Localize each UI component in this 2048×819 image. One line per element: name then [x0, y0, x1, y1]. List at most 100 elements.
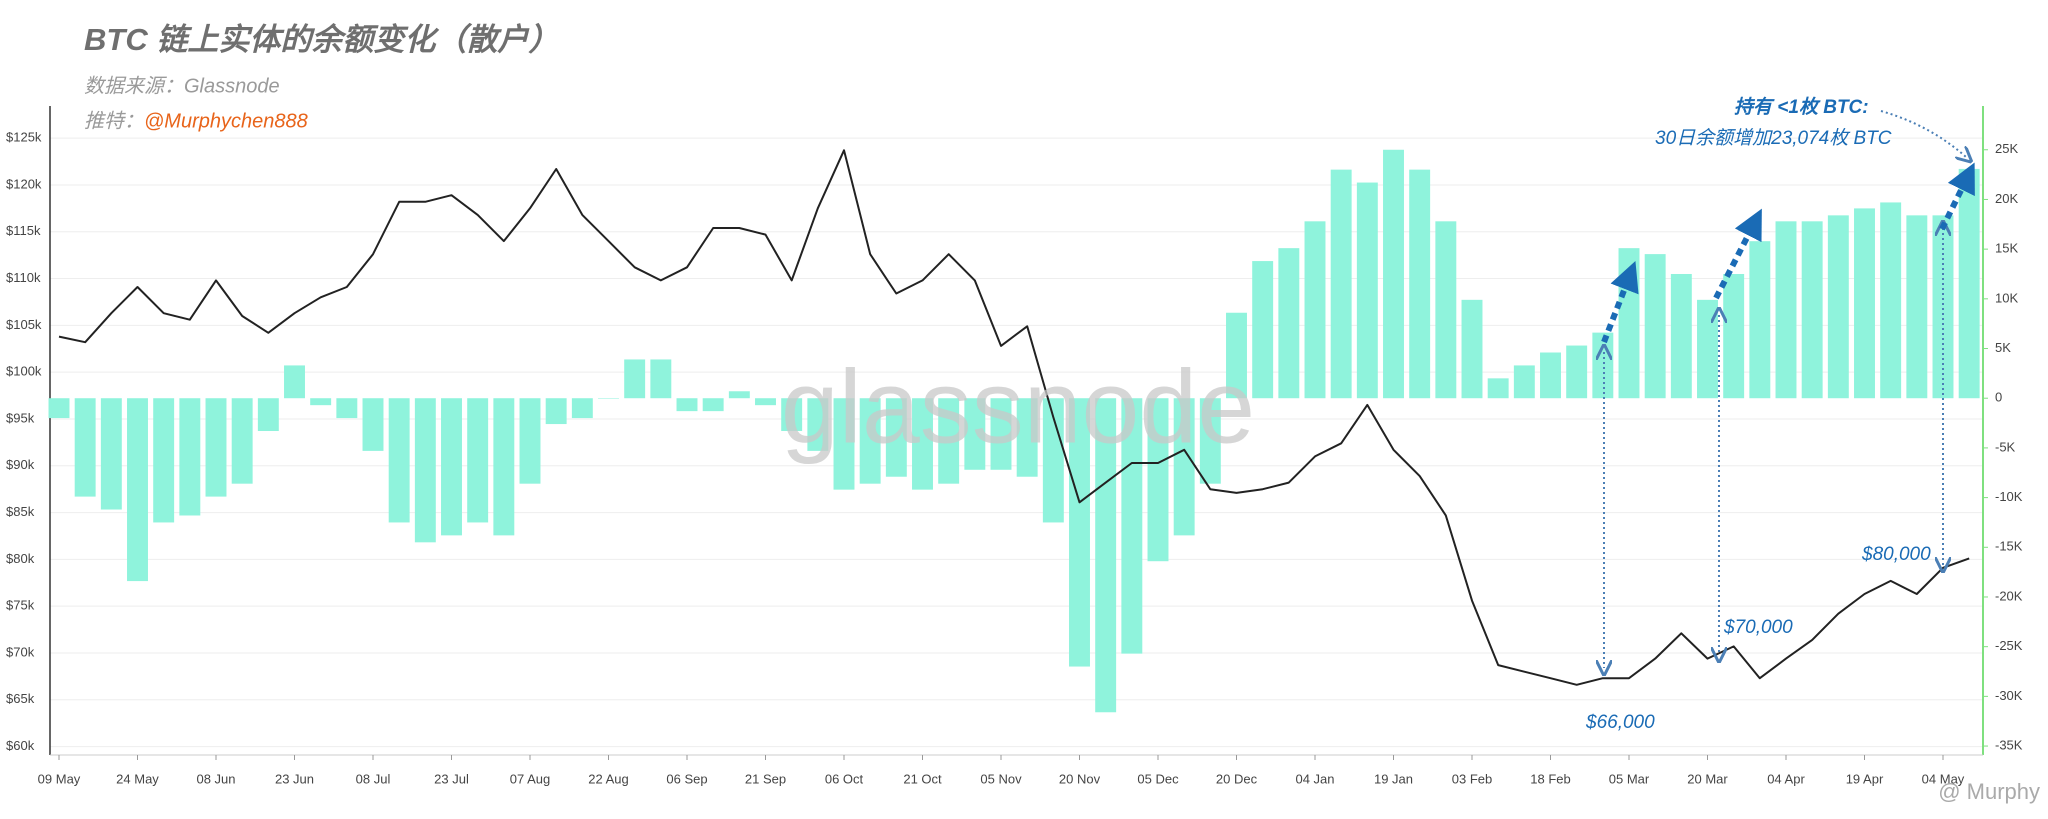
y2-tick-label: 15K: [1995, 241, 2018, 256]
bar: [1697, 299, 1718, 399]
pointer: [1880, 110, 1966, 157]
y-tick-label: $120k: [6, 176, 42, 191]
x-tick-label: 20 Nov: [1059, 771, 1101, 786]
y-tick-label: $80k: [6, 551, 35, 566]
y2-tick-label: -25K: [1995, 638, 2023, 653]
bar: [1566, 345, 1588, 399]
x-tick-label: 05 Mar: [1609, 771, 1650, 786]
bar: [728, 391, 750, 399]
annotation: $66,000: [1585, 712, 1655, 733]
bar: [964, 398, 986, 470]
bar: [702, 398, 724, 412]
bar: [1147, 398, 1169, 562]
x-tick-label: 21 Sep: [745, 771, 786, 786]
bar: [1435, 221, 1457, 399]
x-tick-label: 06 Oct: [825, 771, 864, 786]
bar: [1487, 378, 1509, 399]
y2-tick-label: -20K: [1995, 588, 2023, 603]
y2-tick-label: -35K: [1995, 737, 2023, 752]
y2-tick-label: -5K: [1995, 439, 2016, 454]
bar: [1226, 312, 1247, 399]
bar: [1775, 221, 1797, 399]
bar: [74, 398, 96, 497]
watermark: glassnode: [781, 349, 1255, 465]
bar: [624, 359, 646, 399]
bar: [179, 398, 201, 516]
x-tick-label: 23 Jul: [434, 771, 469, 786]
x-tick-label: 04 Jan: [1295, 771, 1334, 786]
x-tick-label: 06 Sep: [666, 771, 707, 786]
bar: [1356, 182, 1378, 399]
bar: [388, 398, 410, 523]
bar: [336, 398, 358, 419]
x-tick-label: 08 Jun: [196, 771, 235, 786]
credit-handle: @Murphychen888: [144, 110, 308, 132]
bar: [885, 398, 907, 477]
x-tick-label: 19 Apr: [1846, 771, 1884, 786]
y-tick-label: $75k: [6, 598, 35, 613]
x-tick-label: 19 Jan: [1374, 771, 1413, 786]
y-tick-label: $85k: [6, 504, 35, 519]
trend-arrow: [1713, 208, 1762, 300]
bar: [1461, 299, 1483, 399]
bar: [1618, 248, 1640, 399]
x-tick-label: 07 Aug: [510, 771, 551, 786]
annotation: $70,000: [1723, 617, 1793, 638]
credit-label: 推特：: [84, 110, 144, 132]
x-tick-label: 20 Mar: [1687, 771, 1728, 786]
bar: [912, 398, 933, 490]
x-tick-label: 09 May: [38, 771, 81, 786]
x-tick-label: 22 Aug: [588, 771, 629, 786]
bar: [1749, 241, 1771, 399]
y2-tick-label: 10K: [1995, 290, 2018, 305]
bar: [231, 398, 253, 484]
x-tick-label: 18 Feb: [1530, 771, 1570, 786]
y2-tick-label: 5K: [1995, 340, 2011, 355]
bar: [1409, 169, 1431, 399]
y-tick-label: $125k: [6, 130, 42, 145]
bar: [1906, 215, 1928, 399]
bar: [1199, 398, 1221, 484]
y-tick-label: $105k: [6, 317, 42, 332]
bar: [1932, 215, 1954, 399]
bar: [257, 398, 279, 432]
bar: [755, 398, 776, 406]
bar: [781, 398, 803, 432]
bar: [284, 365, 305, 399]
y2-tick-label: -30K: [1995, 688, 2023, 703]
bar: [1827, 215, 1849, 399]
y2-tick-label: 25K: [1995, 141, 2018, 156]
bar: [833, 398, 855, 490]
x-tick-label: 24 May: [116, 771, 159, 786]
y-tick-label: $95k: [6, 410, 35, 425]
y-tick-label: $100k: [6, 364, 42, 379]
y-tick-label: $60k: [6, 738, 35, 753]
x-tick-label: 21 Oct: [903, 771, 942, 786]
annotation: $80,000: [1861, 544, 1931, 565]
bar: [100, 398, 122, 510]
bar: [1330, 169, 1352, 399]
bar: [310, 398, 332, 406]
bar: [1042, 398, 1064, 523]
bar: [1723, 273, 1745, 399]
y2-tick-label: -10K: [1995, 489, 2023, 504]
bar: [467, 398, 489, 523]
price-line: [58, 149, 1970, 686]
bar: [598, 398, 619, 399]
bar: [676, 398, 698, 412]
bar: [362, 398, 384, 451]
annotation: 持有 <1枚 BTC:: [1734, 96, 1869, 118]
annotation: 30日余额增加23,074枚 BTC: [1655, 127, 1892, 149]
trend-arrow: [1939, 162, 1975, 231]
bar: [1069, 398, 1090, 667]
y-tick-label: $90k: [6, 457, 35, 472]
bar: [938, 398, 960, 484]
y2-tick-label: 20K: [1995, 191, 2018, 206]
y-tick-label: $110k: [6, 270, 41, 285]
bar: [1540, 352, 1561, 399]
bar: [1592, 332, 1614, 399]
bar: [1801, 221, 1823, 399]
bar: [1854, 208, 1875, 399]
bar: [1095, 398, 1117, 713]
